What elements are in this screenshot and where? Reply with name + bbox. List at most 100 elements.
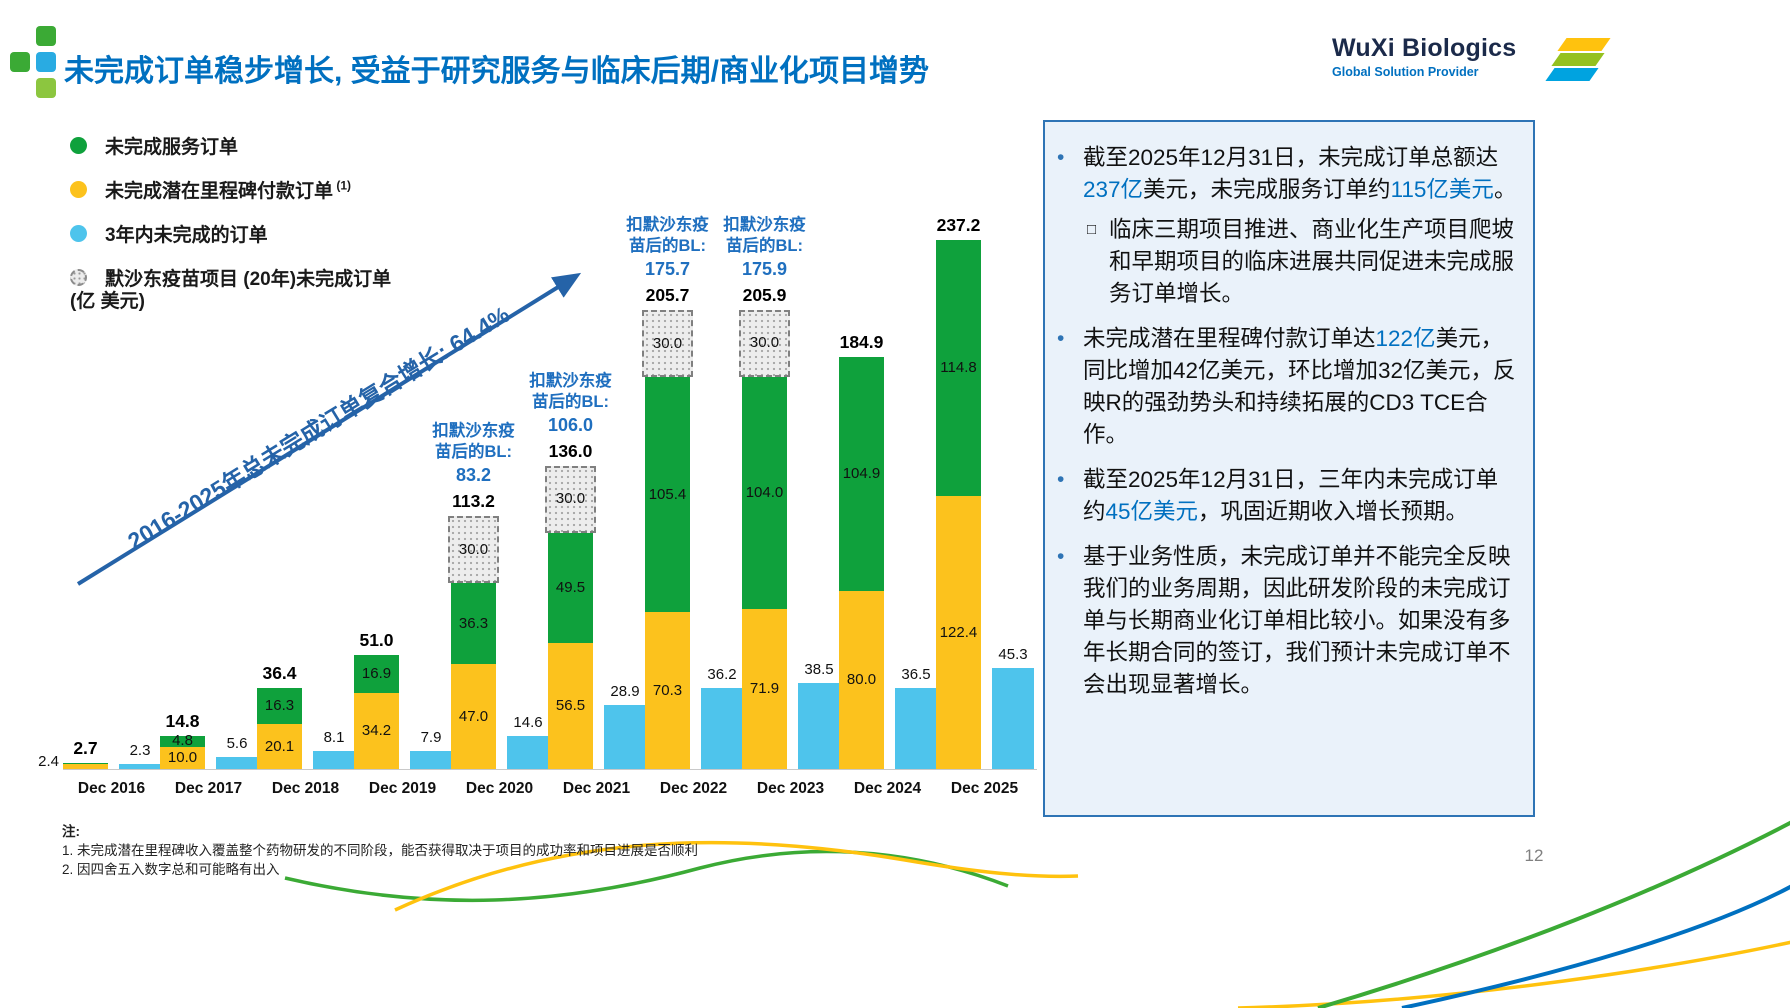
page-title: 未完成订单稳步增长, 受益于研究服务与临床后期/商业化项目增势	[64, 55, 930, 88]
annotation-line: 苗后的BL:	[629, 237, 706, 256]
annotation-line: 扣默沙东疫	[723, 215, 806, 234]
panel-bullet-3: • 未完成潜在里程碑付款订单达122亿美元， 同比增加42亿美元，环比增加32亿美…	[1057, 323, 1519, 451]
three-year-bar	[410, 751, 452, 769]
panel-bullet-1: • 截至2025年12月31日，未完成订单总额达237亿美元，未完成服务订单约11…	[1057, 142, 1519, 206]
milestone-segment	[742, 608, 787, 769]
annotation-value: 175.7	[644, 259, 691, 280]
three-year-value-label: 7.9	[420, 729, 442, 747]
footnote-1: 1. 未完成潜在里程碑收入覆盖整个药物研发的不同阶段，能否获得取决于项目的成功率…	[62, 843, 699, 858]
annotation-line: 扣默沙东疫	[432, 422, 515, 441]
service-value-label: 104.0	[745, 483, 784, 501]
legend-swatch	[70, 137, 87, 154]
x-axis-label: Dec 2021	[562, 780, 631, 797]
bar-group-dec-2016: 2.4 2.7 2.3 Dec 2016	[38, 130, 161, 797]
service-value-label: 4.8	[172, 732, 193, 750]
deco-square	[36, 26, 56, 46]
milestone-value-label: 2.4	[38, 753, 59, 770]
milestone-segment	[160, 746, 205, 769]
milestone-segment	[548, 643, 593, 769]
x-axis-label: Dec 2023	[756, 780, 825, 797]
total-value-label: 184.9	[839, 331, 884, 352]
panel-bullet-5: • 基于业务性质，未完成订单并不能完全反映我们的业务周期，因此研发阶段的未完成订单…	[1057, 541, 1519, 701]
total-value-label: 2.7	[73, 737, 98, 758]
three-year-bar	[507, 736, 549, 769]
milestone-value-label: 47.0	[458, 707, 489, 725]
three-year-value-label: 5.6	[226, 734, 248, 752]
three-year-bar	[895, 687, 937, 769]
ex-merck-annotation: 扣默沙东疫苗后的BL: 83.2	[425, 421, 522, 486]
three-year-bar	[216, 756, 258, 769]
three-year-bar	[119, 763, 161, 769]
three-year-bar	[992, 667, 1034, 769]
merck-vaccine-segment	[739, 309, 790, 377]
legend-label: 未完成潜在里程碑付款订单 (1)	[105, 178, 352, 202]
bar-group-dec-2018: 20.1 16.3 36.4 8.1 Dec 2018	[257, 130, 355, 797]
service-value-label: 16.9	[361, 664, 392, 682]
bar-group-dec-2023: 71.9 104.0 30.0 205.9 扣默沙东疫 苗后的BL: 175.9 38.5 De…	[723, 130, 840, 797]
three-year-value-label: 36.2	[707, 666, 737, 684]
x-axis-label: Dec 2016	[77, 780, 146, 797]
merck-value-label: 30.0	[652, 334, 683, 352]
bar-group-dec-2022: 70.3 105.4 30.0 205.7 扣默沙东疫 苗后的BL: 175.7 36.2 De…	[626, 130, 743, 797]
deco-square	[36, 52, 56, 72]
stripe-blue	[1545, 68, 1599, 81]
milestone-segment	[936, 496, 981, 769]
bar-group-dec-2019: 34.2 16.9 51.0 7.9 Dec 2019	[354, 130, 452, 797]
milestone-segment	[451, 664, 496, 769]
service-segment	[257, 687, 302, 725]
total-value-label: 14.8	[165, 711, 200, 731]
three-year-value-label: 38.5	[804, 661, 834, 679]
merck-vaccine-segment	[642, 310, 693, 378]
page-number: 12	[1524, 846, 1544, 865]
three-year-bar	[313, 750, 355, 769]
milestone-value-label: 56.5	[555, 697, 586, 715]
milestone-value-label: 80.0	[846, 670, 877, 688]
legend-swatch	[70, 181, 87, 198]
x-axis-label: Dec 2024	[853, 780, 922, 797]
x-axis-label: Dec 2025	[950, 780, 1019, 797]
annotation-value: 83.2	[455, 465, 492, 486]
total-value-label: 136.0	[548, 440, 593, 461]
service-segment	[742, 376, 787, 609]
panel-bullet-4: • 截至2025年12月31日，三年内未完成订单约45亿美元，巩固近期收入增长预期…	[1057, 464, 1519, 528]
service-value-label: 16.3	[264, 697, 295, 715]
x-axis-label: Dec 2017	[174, 780, 243, 797]
ex-merck-annotation: 扣默沙东疫 苗后的BL: 175.9	[716, 215, 813, 280]
legend-label: 3年内未完成的订单	[105, 225, 268, 246]
backlog-chart: 2.4 2.7 2.3 Dec 2016 10.0 4.8 14.8 5.6 Dec 2017 2…	[38, 130, 1037, 802]
footnote-2: 2. 因四舍五入数字总和可能略有出入	[62, 862, 280, 877]
bullet-text: 临床三期项目推进、商业化生产项目爬坡和早期项目的临床进展共同促进未完成服务订单增…	[1109, 217, 1515, 306]
merck-value-label: 30.0	[555, 490, 586, 508]
wuxi-biologics-logo: WuXi Biologics Global Solution Provider	[1332, 34, 1611, 94]
milestone-segment	[839, 590, 884, 769]
bar-group-dec-2017: 10.0 4.8 14.8 5.6 Dec 2017	[160, 130, 258, 797]
bullet-icon: •	[1057, 146, 1065, 169]
bullet-icon: •	[1057, 327, 1065, 350]
annotation-line: 扣默沙东疫	[529, 371, 612, 390]
three-year-value-label: 8.1	[323, 728, 345, 746]
panel-sub-bullet: □ 临床三期项目推进、商业化生产项目爬坡和早期项目的临床进展共同促进未完成服务订单…	[1087, 214, 1519, 310]
annotation-line: 苗后的BL:	[435, 443, 512, 462]
deco-square	[36, 78, 56, 98]
milestone-segment	[354, 692, 399, 769]
total-value-label: 237.2	[936, 215, 981, 236]
three-year-value-label: 45.3	[998, 645, 1028, 663]
service-value-label: 105.4	[648, 485, 687, 503]
bullet-icon: •	[1057, 468, 1065, 491]
bullet-text: 截至2025年12月31日，未完成订单总额达237亿美元，未完成服务订单约115…	[1083, 145, 1517, 202]
ex-merck-annotation: 扣默沙东疫 苗后的BL: 175.7	[619, 215, 716, 280]
milestone-segment	[645, 612, 690, 769]
x-axis-label: Dec 2022	[659, 780, 728, 797]
bullet-text: 截至2025年12月31日，三年内未完成订单约45亿美元，巩固近期收入增长预期。	[1083, 467, 1499, 524]
service-value-label: 36.3	[458, 614, 489, 632]
milestone-value-label: 34.2	[361, 721, 392, 739]
x-axis-label: Dec 2018	[271, 780, 340, 797]
logo-tagline: Global Solution Provider	[1332, 65, 1479, 79]
service-value-label: 104.9	[842, 464, 881, 482]
annotation-value: 106.0	[547, 414, 594, 435]
bullet-text: 基于业务性质，未完成订单并不能完全反映我们的业务周期，因此研发阶段的未完成订单与…	[1083, 544, 1511, 697]
stripe-green	[1551, 53, 1605, 66]
logo-stripes-icon	[1545, 32, 1611, 90]
bullet-icon: •	[1057, 545, 1065, 568]
